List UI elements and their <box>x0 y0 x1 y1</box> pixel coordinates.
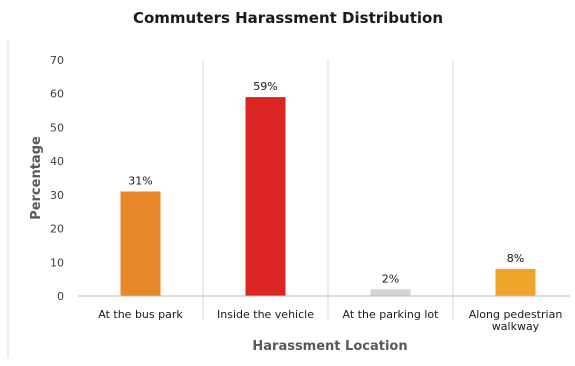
category-separators <box>202 60 454 320</box>
x-category-label: Inside the vehicle <box>217 308 314 321</box>
chart-title: Commuters Harassment Distribution <box>133 9 443 27</box>
data-label: 8% <box>507 252 524 265</box>
y-tick-label: 50 <box>50 121 64 134</box>
y-tick-label: 70 <box>50 54 64 67</box>
bar <box>495 269 536 296</box>
x-category-label: walkway <box>492 320 540 333</box>
x-axis-title: Harassment Location <box>252 339 407 354</box>
y-tick-label: 40 <box>50 155 64 168</box>
y-tick-label: 60 <box>50 88 64 101</box>
x-category-label: At the parking lot <box>343 308 440 321</box>
y-tick-label: 0 <box>57 290 64 303</box>
y-tick-label: 30 <box>50 189 64 202</box>
y-tick-label: 10 <box>50 256 64 269</box>
bar <box>245 97 286 296</box>
bar <box>370 289 411 296</box>
y-axis-title: Percentage <box>29 136 44 220</box>
x-axis-categories: At the bus park Inside the vehicle At the … <box>98 308 562 333</box>
data-label: 2% <box>382 272 399 285</box>
y-tick-label: 20 <box>50 223 64 236</box>
bars: 31% 59% 2% 8% <box>120 80 536 296</box>
bar <box>120 191 161 296</box>
x-category-label: Along pedestrian <box>469 308 563 321</box>
data-label: 59% <box>253 80 277 93</box>
x-category-label: At the bus park <box>98 308 183 321</box>
y-axis-ticks: 0 10 20 30 40 50 60 70 <box>50 54 64 303</box>
data-label: 31% <box>128 174 152 187</box>
